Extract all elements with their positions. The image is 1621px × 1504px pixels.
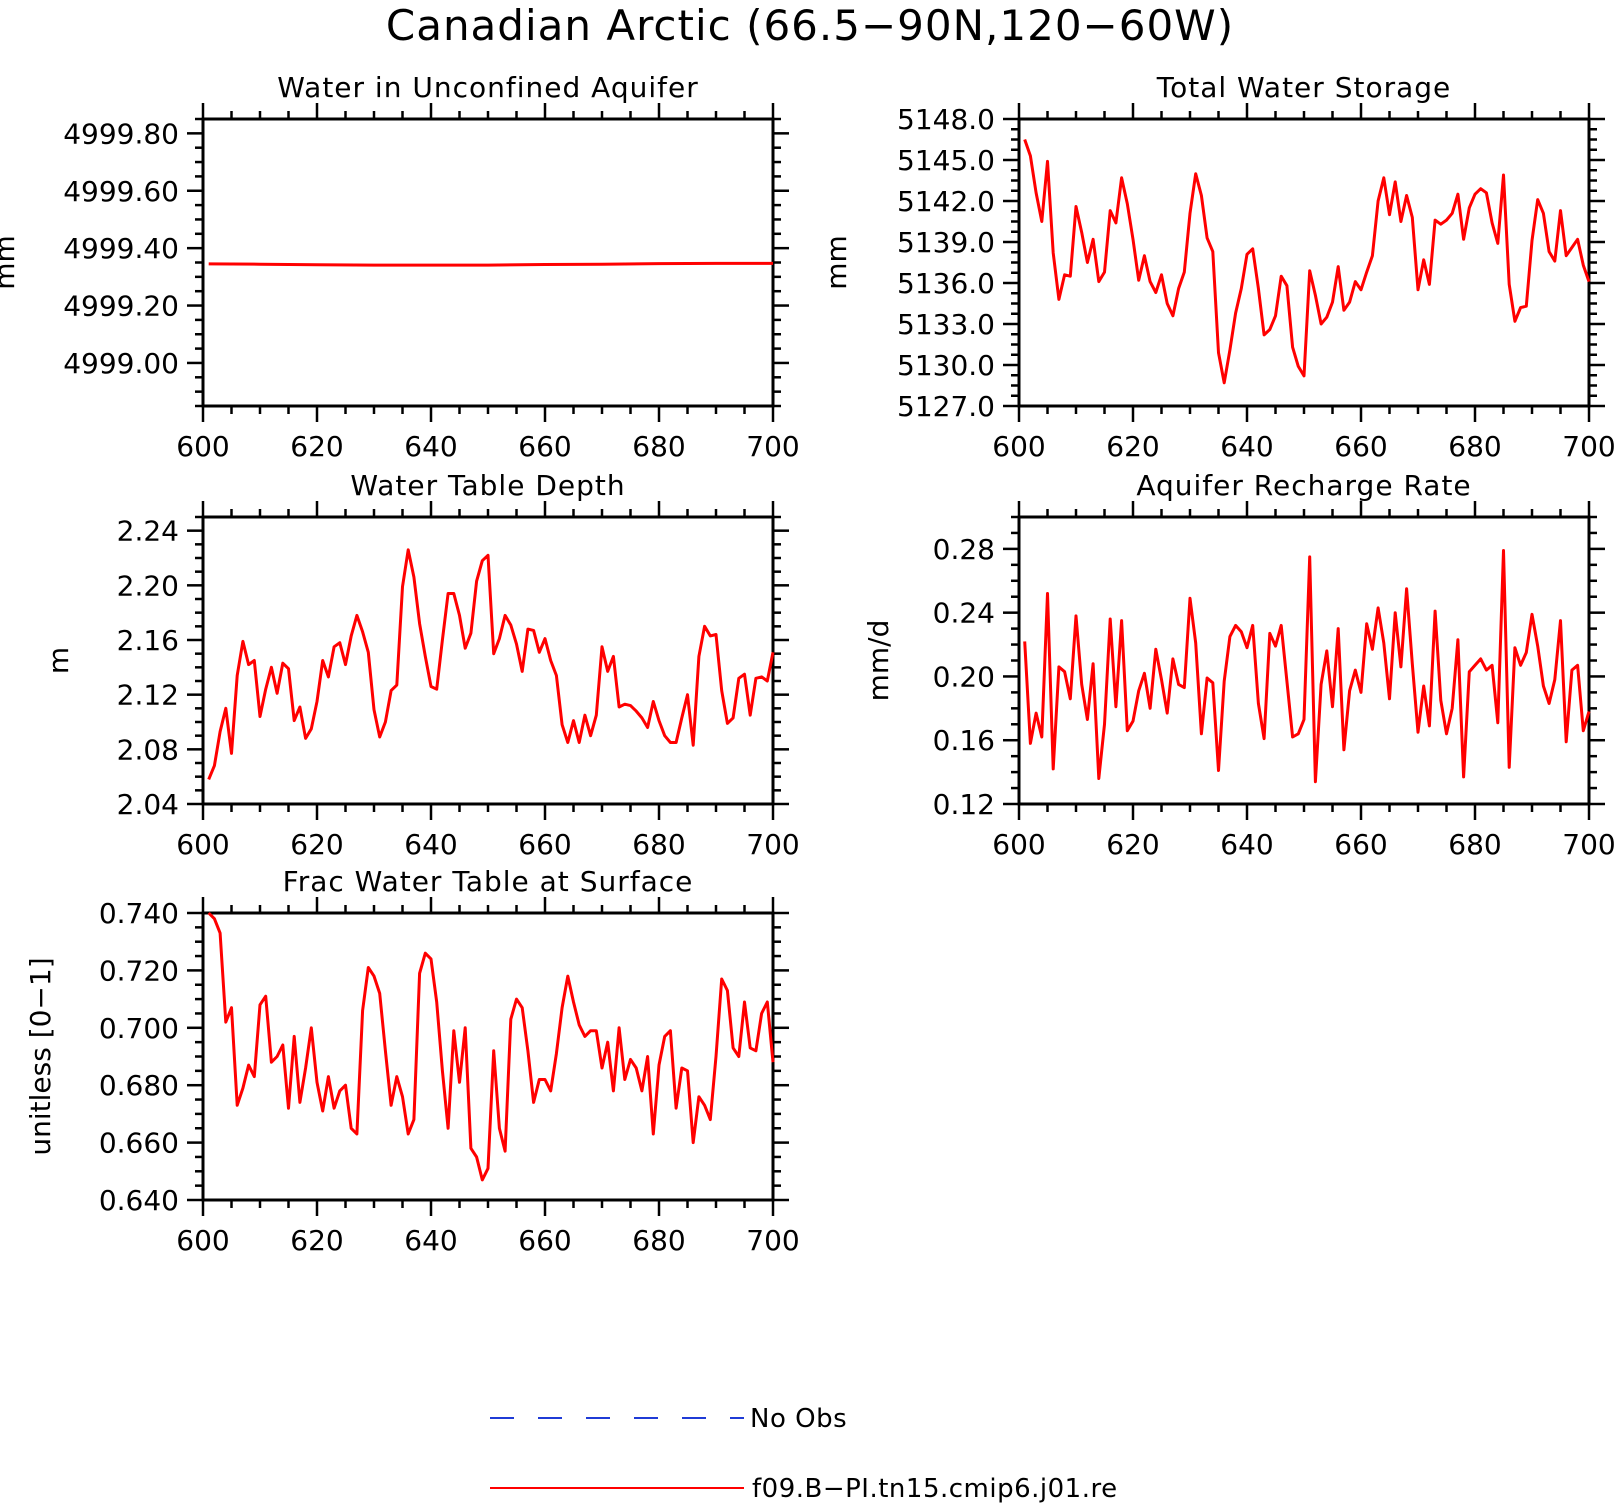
y-tick-label: 0.660	[99, 1127, 179, 1160]
x-tick-label: 640	[1220, 430, 1273, 463]
y-tick-label: 2.08	[117, 733, 179, 766]
x-tick-label: 620	[1106, 828, 1159, 861]
y-tick-label: 0.720	[99, 954, 179, 987]
x-tick-label: 640	[1220, 828, 1273, 861]
y-tick-label: 0.740	[99, 897, 179, 930]
x-tick-label: 660	[1334, 430, 1387, 463]
y-tick-label: 0.24	[933, 597, 995, 630]
x-tick-label: 700	[1562, 430, 1615, 463]
y-tick-label: 5139.0	[897, 226, 995, 259]
panel-title: Total Water Storage	[1156, 71, 1452, 104]
y-axis-label: m	[42, 647, 75, 674]
x-tick-label: 600	[176, 430, 229, 463]
chart-panel-water-in-unconfined-aquifer: Water in Unconfined Aquifer 600 620 640 660 6…	[0, 71, 800, 463]
chart-panel-frac-water-table-at-surface: Frac Water Table at Surface 600 620 640 660 6…	[24, 865, 800, 1257]
x-tick-label: 640	[404, 828, 457, 861]
y-tick-label: 0.640	[99, 1184, 179, 1217]
y-tick-label: 5130.0	[897, 349, 995, 382]
series-line-aquifer-recharge-rate	[1023, 549, 1591, 784]
chart-panel-total-water-storage: Total Water Storage 600 620 640 660 680 700 512…	[820, 71, 1616, 463]
x-tick-label: 600	[176, 1224, 229, 1257]
x-tick-label: 660	[1334, 828, 1387, 861]
x-tick-label: 680	[632, 1224, 685, 1257]
y-tick-label: 0.680	[99, 1069, 179, 1102]
y-tick-label: 5148.0	[897, 103, 995, 136]
y-axis-label: mm	[820, 235, 853, 290]
series-line-water-in-unconfined-aquifer	[208, 261, 773, 267]
x-tick-label: 680	[1448, 430, 1501, 463]
panels: Water in Unconfined Aquifer 600 620 640 660 6…	[0, 71, 1616, 1257]
y-tick-label: 5136.0	[897, 267, 995, 300]
x-tick-label: 700	[746, 828, 799, 861]
x-tick-label: 700	[1562, 828, 1615, 861]
y-tick-label: 0.700	[99, 1012, 179, 1045]
panel-title: Frac Water Table at Surface	[283, 865, 694, 898]
x-tick-label: 640	[404, 430, 457, 463]
y-tick-label: 2.24	[117, 515, 179, 548]
y-tick-label: 4999.20	[63, 290, 179, 323]
x-tick-label: 620	[290, 430, 343, 463]
x-tick-label: 700	[746, 1224, 799, 1257]
y-tick-label: 5133.0	[897, 308, 995, 341]
series-line-frac-water-table-at-surface	[207, 911, 775, 1182]
y-tick-label: 2.12	[117, 679, 179, 712]
y-tick-label: 0.12	[933, 788, 995, 821]
y-tick-label: 0.20	[933, 660, 995, 693]
x-tick-label: 640	[404, 1224, 457, 1257]
y-tick-label: 4999.60	[63, 175, 179, 208]
y-tick-label: 2.20	[117, 569, 179, 602]
x-tick-label: 600	[992, 430, 1045, 463]
y-axis-label: unitless [0−1]	[24, 957, 57, 1155]
series-line-water-table-depth	[207, 548, 775, 780]
panel-title: Water in Unconfined Aquifer	[277, 71, 698, 104]
legend-label-no-obs: No Obs	[750, 1404, 847, 1434]
series-line-total-water-storage	[1023, 139, 1591, 385]
y-tick-label: 4999.40	[63, 232, 179, 265]
chart-panel-aquifer-recharge-rate: Aquifer Recharge Rate 600 620 640 660 680 700 0…	[862, 469, 1616, 861]
y-tick-label: 4999.00	[63, 347, 179, 380]
legend-label-model: f09.B−PI.tn15.cmip6.j01.re	[752, 1474, 1118, 1504]
y-tick-label: 5145.0	[897, 144, 995, 177]
panel-title: Water Table Depth	[350, 469, 625, 502]
y-tick-label: 5127.0	[897, 390, 995, 423]
y-tick-label: 2.16	[117, 624, 179, 657]
x-tick-label: 660	[518, 1224, 571, 1257]
panel-title: Aquifer Recharge Rate	[1136, 469, 1471, 502]
x-tick-label: 660	[518, 430, 571, 463]
x-tick-label: 620	[290, 1224, 343, 1257]
y-tick-label: 0.28	[933, 533, 995, 566]
y-tick-label: 5142.0	[897, 185, 995, 218]
y-axis-label: mm	[0, 235, 21, 290]
x-tick-label: 600	[992, 828, 1045, 861]
x-tick-label: 680	[1448, 828, 1501, 861]
x-tick-label: 660	[518, 828, 571, 861]
y-tick-label: 4999.80	[63, 117, 179, 150]
x-tick-label: 680	[632, 430, 685, 463]
x-tick-label: 620	[290, 828, 343, 861]
x-tick-label: 600	[176, 828, 229, 861]
chart-panel-water-table-depth: Water Table Depth 600 620 640 660 680 700 2.04 2…	[42, 469, 800, 861]
y-tick-label: 0.16	[933, 724, 995, 757]
figure-title: Canadian Arctic (66.5−90N,120−60W)	[386, 1, 1234, 50]
legend: No Obs f09.B−PI.tn15.cmip6.j01.re	[490, 1404, 1118, 1504]
x-tick-label: 620	[1106, 430, 1159, 463]
x-tick-label: 680	[632, 828, 685, 861]
y-tick-label: 2.04	[117, 788, 179, 821]
y-axis-label: mm/d	[862, 620, 895, 702]
x-tick-label: 700	[746, 430, 799, 463]
